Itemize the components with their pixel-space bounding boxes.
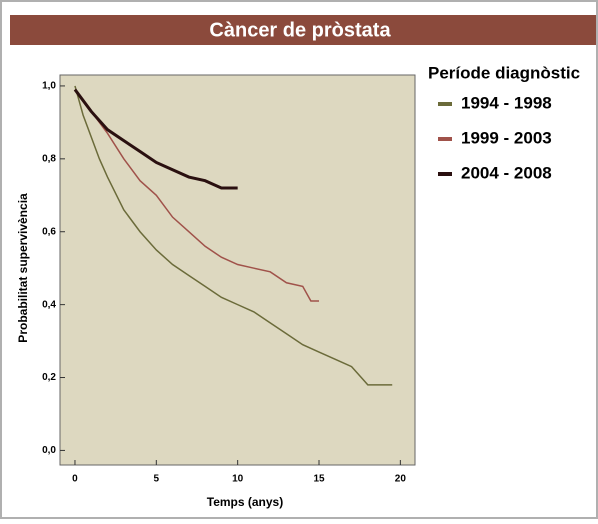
legend-label: 2004 - 2008 — [461, 163, 552, 182]
title-bar — [10, 15, 596, 45]
x-tick-label: 10 — [232, 474, 244, 485]
x-tick-label: 15 — [313, 474, 325, 485]
x-tick-label: 20 — [395, 474, 407, 485]
chart-title: Càncer de pròstata — [209, 19, 391, 41]
x-tick-label: 5 — [154, 474, 160, 485]
y-tick-label: 0,0 — [42, 445, 56, 456]
survival-line — [73, 88, 238, 190]
survival-line — [74, 89, 320, 302]
y-tick-label: 1,0 — [42, 81, 56, 92]
legend-title: Període diagnòstic — [428, 63, 580, 82]
x-axis-label: Temps (anys) — [207, 495, 283, 509]
y-tick-label: 0,4 — [42, 299, 56, 310]
plot-area — [59, 74, 416, 466]
x-tick-label: 0 — [72, 474, 78, 485]
y-tick-label: 0,2 — [42, 372, 56, 383]
y-tick-label: 0,6 — [42, 226, 56, 237]
y-tick-label: 0,8 — [42, 153, 56, 164]
survival-line — [74, 85, 393, 386]
legend-label: 1999 - 2003 — [461, 128, 552, 147]
y-axis-label: Probabilitat supervivència — [16, 193, 30, 343]
legend-label: 1994 - 1998 — [461, 93, 552, 112]
